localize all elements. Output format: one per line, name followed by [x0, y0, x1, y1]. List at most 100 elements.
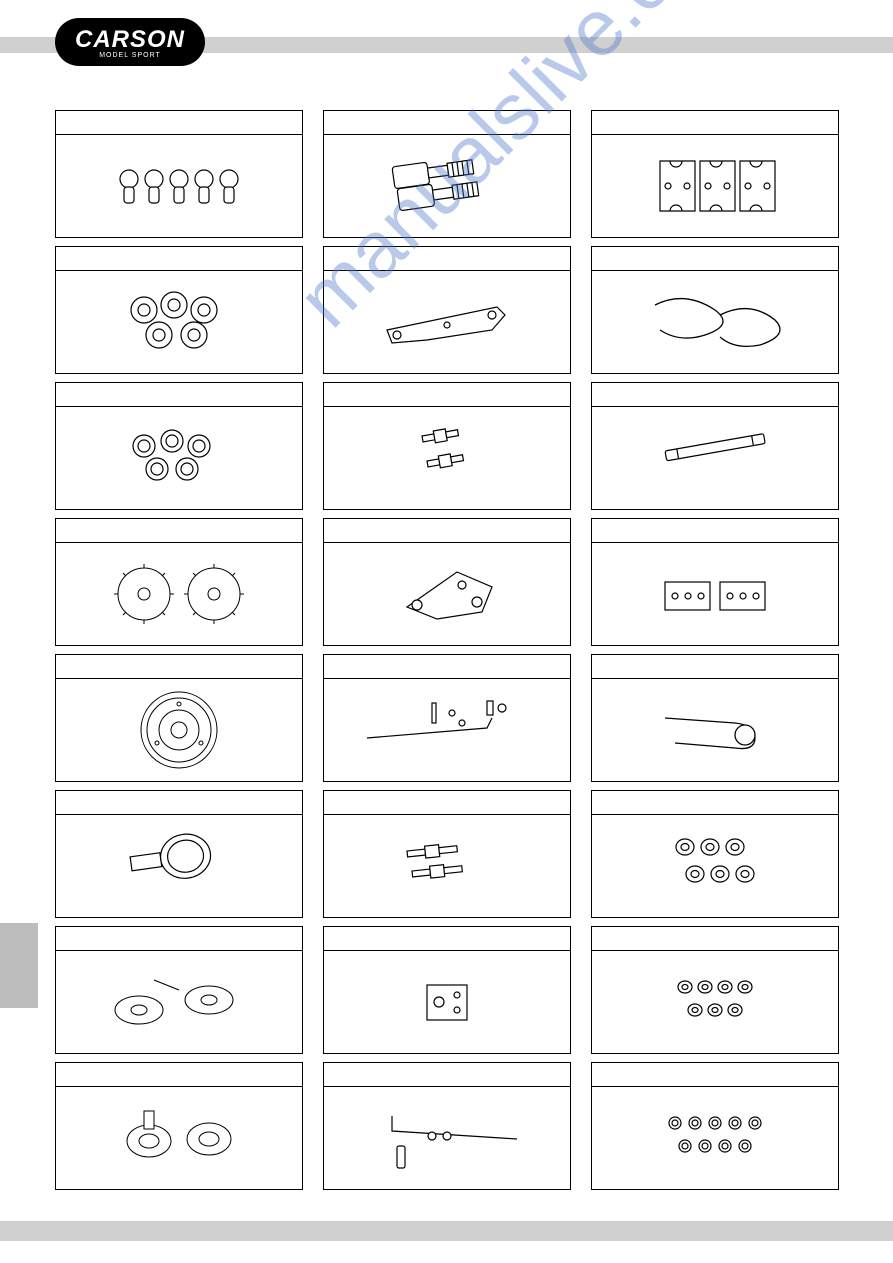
part-body [324, 679, 570, 781]
part-header [324, 927, 570, 951]
drive-cups-icon [337, 139, 557, 234]
part-header [324, 791, 570, 815]
bottom-bar [0, 1221, 893, 1241]
spur-gear-icon [69, 683, 289, 778]
part-header [592, 111, 838, 135]
part-header [56, 111, 302, 135]
part-body [56, 135, 302, 237]
part-body [56, 543, 302, 645]
part-body [324, 543, 570, 645]
part-header [56, 655, 302, 679]
diff-bevel-gears-icon [69, 1091, 289, 1186]
part-cell-bevel-gears [55, 926, 303, 1054]
part-body [56, 679, 302, 781]
part-body [324, 271, 570, 373]
part-header [324, 1063, 570, 1087]
small-washers-icon [69, 411, 289, 506]
part-header [324, 519, 570, 543]
part-header [324, 383, 570, 407]
part-header [56, 927, 302, 951]
part-header [56, 519, 302, 543]
brake-linkage-rod-icon [337, 1091, 557, 1186]
part-body [56, 271, 302, 373]
part-body [324, 135, 570, 237]
e-clips-icon [605, 1091, 825, 1186]
part-cell-small-washers [55, 382, 303, 510]
part-header [592, 791, 838, 815]
part-cell-pinion-gears [55, 518, 303, 646]
part-cell-turnbuckles-short [323, 382, 571, 510]
pinion-gears-icon [69, 547, 289, 642]
part-cell-large-washers [55, 246, 303, 374]
part-body [56, 407, 302, 509]
part-cell-torsion-spring [591, 654, 839, 782]
part-body [324, 407, 570, 509]
turnbuckles-short-icon [337, 411, 557, 506]
part-body [592, 271, 838, 373]
part-cell-e-clips [591, 1062, 839, 1190]
part-cell-hinge-pin [591, 382, 839, 510]
part-cell-drive-cups [323, 110, 571, 238]
part-body [592, 951, 838, 1053]
bevel-gears-icon [69, 955, 289, 1050]
turnbuckles-long-icon [337, 819, 557, 914]
part-body [56, 1087, 302, 1189]
retaining-clips-icon [605, 275, 825, 370]
part-header [592, 247, 838, 271]
part-header [56, 383, 302, 407]
throttle-linkage-icon [337, 683, 557, 778]
part-header [56, 791, 302, 815]
part-body [324, 815, 570, 917]
part-cell-bushings-small [591, 926, 839, 1054]
part-body [592, 679, 838, 781]
part-cell-brake-linkage-rod [323, 1062, 571, 1190]
brake-cam-block-icon [337, 955, 557, 1050]
brake-plates-notched-icon [605, 139, 825, 234]
part-cell-motor-mount [323, 518, 571, 646]
part-cell-spur-gear [55, 654, 303, 782]
part-body [324, 1087, 570, 1189]
part-header [592, 655, 838, 679]
part-header [324, 247, 570, 271]
bushings-large-icon [605, 819, 825, 914]
brand-subtitle: MODEL SPORT [99, 52, 161, 59]
ball-studs-icon [69, 139, 289, 234]
brand-name: CARSON [75, 26, 185, 54]
part-header [324, 655, 570, 679]
part-body [592, 1087, 838, 1189]
part-cell-brake-plates-notched [591, 110, 839, 238]
diff-outdrive-icon [69, 819, 289, 914]
part-cell-spacer-plates [591, 518, 839, 646]
part-cell-brake-cam-block [323, 926, 571, 1054]
part-header [56, 1063, 302, 1087]
part-cell-retaining-clips [591, 246, 839, 374]
bushings-small-icon [605, 955, 825, 1050]
part-header [592, 383, 838, 407]
part-body [56, 951, 302, 1053]
torsion-spring-icon [605, 683, 825, 778]
part-header [592, 519, 838, 543]
motor-mount-icon [337, 547, 557, 642]
part-header [592, 1063, 838, 1087]
part-body [56, 815, 302, 917]
part-header [592, 927, 838, 951]
part-cell-diff-outdrive [55, 790, 303, 918]
hinge-pin-icon [605, 411, 825, 506]
part-header [56, 247, 302, 271]
part-cell-bushings-large [591, 790, 839, 918]
part-cell-ball-studs [55, 110, 303, 238]
large-washers-icon [69, 275, 289, 370]
parts-grid [55, 110, 839, 1190]
part-cell-servo-arm [323, 246, 571, 374]
part-cell-throttle-linkage [323, 654, 571, 782]
servo-arm-icon [337, 275, 557, 370]
part-cell-turnbuckles-long [323, 790, 571, 918]
brand-logo: CARSON MODEL SPORT [55, 18, 205, 66]
side-tab [0, 923, 38, 1008]
part-body [592, 135, 838, 237]
part-header [324, 111, 570, 135]
part-body [592, 407, 838, 509]
part-body [592, 543, 838, 645]
part-body [324, 951, 570, 1053]
part-cell-diff-bevel-gears [55, 1062, 303, 1190]
